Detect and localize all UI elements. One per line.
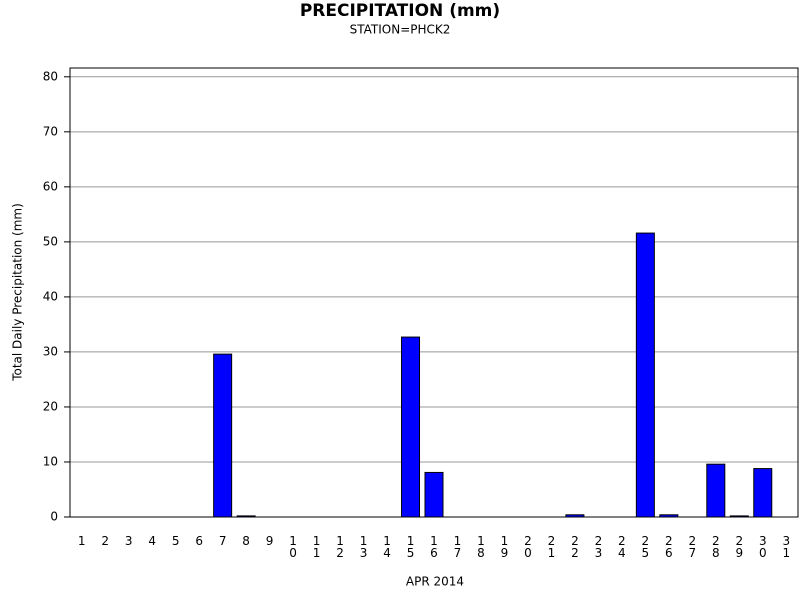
x-tick-label: 1 [78, 534, 86, 548]
x-tick-label: 8 [242, 534, 250, 548]
x-axis-label: APR 2014 [406, 575, 464, 589]
x-tick-label: 4 [148, 534, 156, 548]
y-tick-label: 40 [43, 289, 58, 303]
y-tick-label: 50 [43, 234, 58, 248]
bar [565, 514, 585, 518]
y-tick-label: 0 [50, 510, 58, 524]
bar [424, 471, 444, 518]
x-tick-label: 9 [266, 534, 274, 548]
y-tick-label: 20 [43, 399, 58, 413]
chart-title: PRECIPITATION (mm) [300, 1, 500, 21]
y-tick-label: 10 [43, 454, 58, 468]
y-tick-label: 70 [43, 124, 58, 138]
y-tick-label: 30 [43, 344, 58, 358]
bar [753, 468, 773, 518]
y-tick-label: 60 [43, 179, 58, 193]
x-tick-label: 7 [219, 534, 227, 548]
y-axis-label: Total Daily Precipitation (mm) [11, 203, 25, 382]
bar [635, 232, 655, 518]
plot-frame [69, 67, 799, 518]
x-tick-label: 6 [195, 534, 203, 548]
bar [706, 463, 726, 518]
bar [236, 515, 256, 518]
bar [213, 353, 233, 518]
x-tick-label: 5 [172, 534, 180, 548]
chart-subtitle: STATION=PHCK2 [350, 23, 451, 37]
bar [401, 336, 421, 518]
x-tick-label: 3 [125, 534, 133, 548]
bar [659, 514, 679, 518]
x-tick-label: 2 [101, 534, 109, 548]
y-tick-label: 80 [43, 69, 58, 83]
bar [729, 515, 749, 518]
